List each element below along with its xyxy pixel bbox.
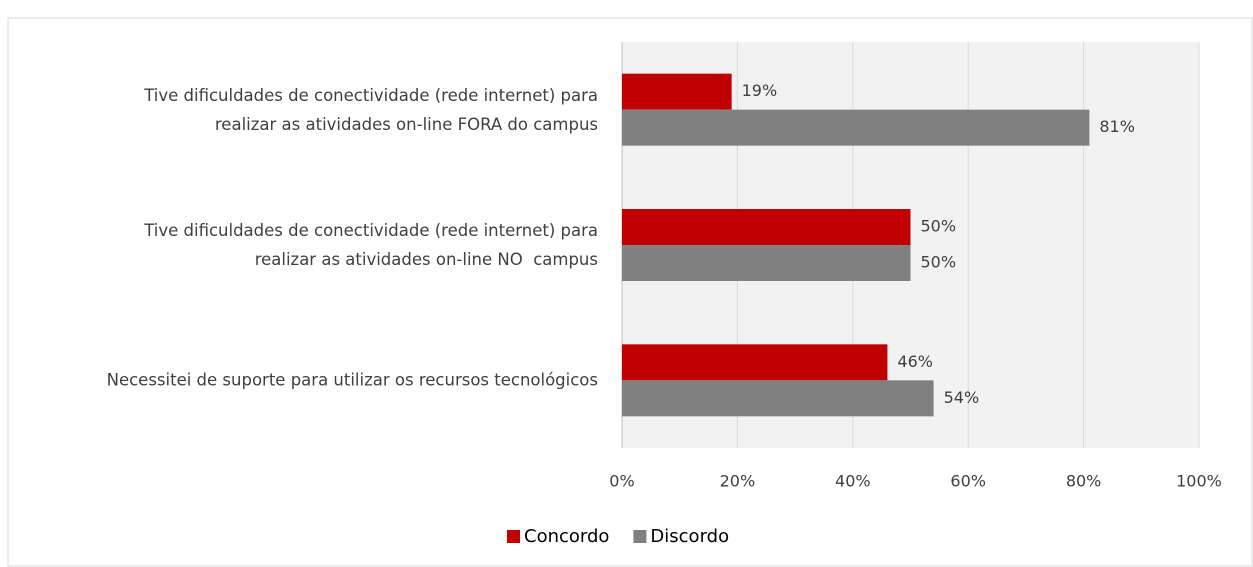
bar [622, 209, 911, 245]
data-label: 81% [1099, 117, 1135, 136]
bar [622, 245, 911, 281]
legend-label: Concordo [524, 526, 609, 547]
bar [622, 344, 888, 381]
category-label: Tive dificuldades de conectividade (rede… [144, 85, 598, 134]
category-label: Necessitei de suporte para utilizar os r… [106, 370, 598, 390]
category-label: Tive dificuldades de conectividade (rede… [144, 221, 598, 269]
bar [622, 109, 1090, 146]
data-label: 50% [921, 253, 957, 272]
data-label: 19% [742, 81, 778, 100]
data-label: 50% [921, 217, 957, 236]
x-tick-label: 100% [1176, 472, 1222, 491]
bar [622, 73, 732, 110]
legend-label: Discordo [650, 526, 729, 547]
x-tick-label: 40% [835, 472, 871, 491]
legend-swatch [633, 530, 647, 543]
legend-swatch [507, 530, 520, 543]
x-tick-label: 80% [1066, 472, 1102, 491]
x-tick-label: 0% [609, 472, 634, 491]
data-label: 54% [944, 388, 980, 407]
x-tick-label: 20% [720, 472, 756, 491]
bar [622, 380, 934, 417]
data-label: 46% [897, 352, 933, 371]
x-tick-label: 60% [950, 472, 986, 491]
